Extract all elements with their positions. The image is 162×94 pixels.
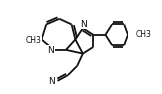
Text: N: N bbox=[47, 46, 54, 55]
Text: N: N bbox=[80, 20, 87, 29]
Text: CH3: CH3 bbox=[26, 36, 41, 45]
Text: N: N bbox=[48, 77, 55, 86]
Text: CH3: CH3 bbox=[136, 30, 151, 39]
